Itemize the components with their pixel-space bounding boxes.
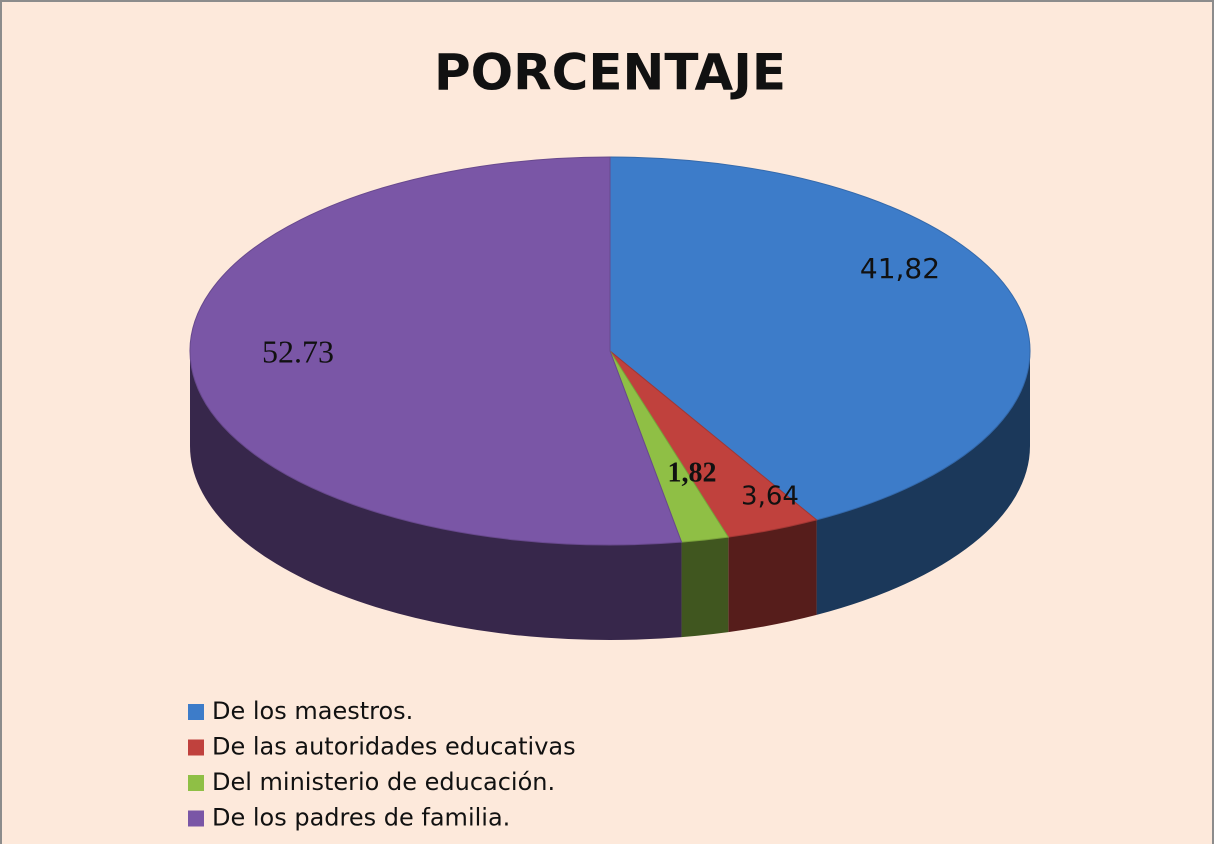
legend-label: De los padres de familia. xyxy=(212,804,510,832)
data-label: 1,82 xyxy=(668,457,717,488)
legend-swatch xyxy=(188,704,204,720)
legend-swatch xyxy=(188,775,204,791)
slice xyxy=(609,156,1031,521)
legend: De los maestros. De las autoridades educa… xyxy=(188,697,576,832)
data-label: 41,82 xyxy=(860,252,940,285)
chart-title: PORCENTAJE xyxy=(434,44,786,102)
legend-label: De las autoridades educativas xyxy=(212,733,576,761)
slice-side xyxy=(728,519,817,633)
legend-swatch xyxy=(188,739,204,756)
slice-side xyxy=(681,537,729,638)
slice-side xyxy=(190,351,682,641)
pie: 41,82 3,64 1,82 52.73 xyxy=(189,156,1031,641)
legend-label: De los maestros. xyxy=(212,697,413,725)
data-label: 52.73 xyxy=(262,333,334,369)
data-label: 3,64 xyxy=(741,482,799,512)
legend-label: Del ministerio de educación. xyxy=(212,768,555,796)
slice-side xyxy=(816,351,1030,615)
legend-swatch xyxy=(188,810,204,827)
slice xyxy=(189,156,683,546)
